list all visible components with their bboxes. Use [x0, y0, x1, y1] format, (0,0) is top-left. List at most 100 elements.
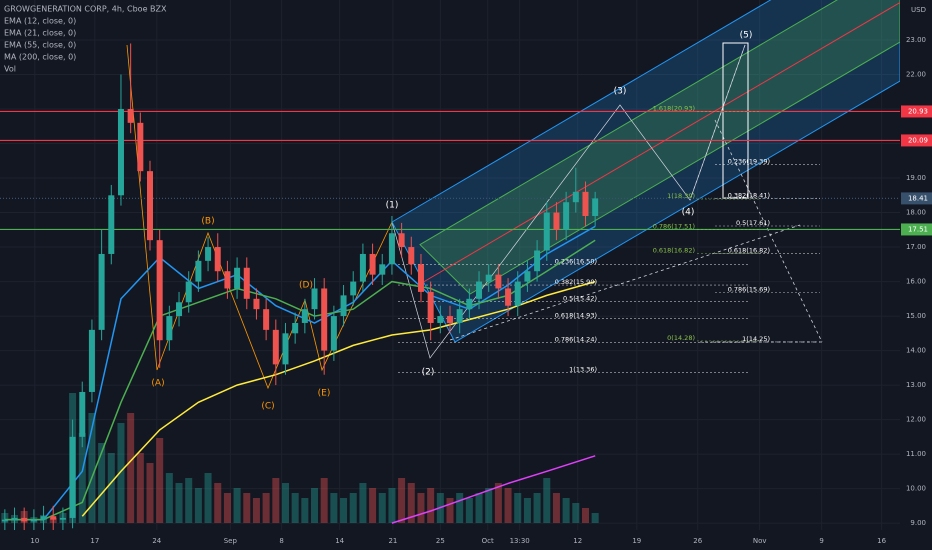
wave-label: (D) — [299, 281, 313, 291]
volume-bar — [552, 493, 560, 523]
candle-body — [79, 391, 86, 437]
y-tick-label: 13.00 — [906, 381, 926, 389]
fib-label: 0.5(15.42) — [563, 295, 597, 303]
candle-body — [50, 516, 57, 520]
volume-bar — [107, 453, 115, 523]
volume-bar — [398, 478, 406, 523]
wave-label: (3) — [614, 87, 627, 97]
x-tick-label: 14 — [335, 537, 344, 545]
candle-body — [534, 250, 541, 272]
wave-label: (2) — [422, 368, 435, 378]
candle-body — [127, 109, 134, 123]
candle-body — [437, 316, 444, 323]
candle-body — [108, 195, 115, 254]
candle-body — [476, 281, 483, 299]
volume-bar — [475, 493, 483, 523]
volume-bar — [204, 473, 212, 523]
wave-label: (1) — [386, 201, 399, 211]
y-tick-label: 14.00 — [906, 347, 926, 355]
fib-label: 0.786(14.24) — [555, 335, 597, 343]
volume-bar — [514, 493, 522, 523]
y-tick-label: 15.00 — [906, 312, 926, 320]
volume-bar — [185, 478, 193, 523]
candle-body — [21, 517, 28, 522]
volume-bar — [146, 463, 154, 523]
wave-label: (C) — [261, 402, 274, 412]
volume-bar — [417, 493, 425, 523]
volume-bar — [485, 488, 493, 523]
price-tag-label: 18.41 — [908, 194, 928, 202]
volume-bar — [243, 493, 251, 523]
fib-label: 0.786(17.51) — [653, 222, 695, 230]
price-tag — [901, 105, 932, 118]
y-tick-label: 9.00 — [910, 519, 926, 527]
y-tick-label: 23.00 — [906, 36, 926, 44]
candle-body — [524, 271, 531, 282]
fib-label: 0(14.28) — [667, 334, 695, 342]
volume-bar — [223, 493, 231, 523]
candle-body — [176, 302, 183, 317]
volume-bar — [281, 483, 289, 523]
projection-line — [449, 224, 801, 341]
drawings — [126, 0, 900, 390]
fib-label: 0.618(16.82) — [728, 246, 770, 254]
candle-body — [243, 267, 250, 299]
volume-bar — [369, 488, 377, 523]
candle-body — [156, 240, 163, 341]
ma-line — [4, 239, 596, 521]
volume-bar — [581, 508, 589, 523]
candle-body — [40, 516, 47, 520]
candle-body — [1, 519, 8, 522]
chart-title: GROWGENERATION CORP, 4h, Cboe BZX — [4, 5, 167, 14]
price-tag-label: 20.93 — [908, 107, 928, 115]
candle-body — [388, 233, 395, 265]
currency: USD — [911, 6, 926, 14]
volume-bar — [88, 413, 96, 523]
y-tick-label: 22.00 — [906, 71, 926, 79]
volume-bar — [349, 493, 357, 523]
x-tick-label: 13:30 — [510, 537, 530, 545]
candle-body — [592, 198, 599, 217]
x-tick-label: 21 — [388, 537, 397, 545]
volume-bar — [98, 443, 106, 523]
volume-bar — [388, 488, 396, 523]
volume-bar — [291, 493, 299, 523]
candle-body — [369, 253, 376, 275]
candle-body — [340, 295, 347, 317]
volume-bar — [262, 493, 270, 523]
volume-bar — [78, 433, 86, 523]
candle-body — [11, 517, 18, 520]
projection-line — [714, 119, 823, 343]
volume-bar — [165, 473, 173, 523]
candle-body — [495, 274, 502, 289]
volume-bar — [214, 483, 222, 523]
ma-line — [391, 455, 596, 524]
x-tick-label: Oct — [482, 537, 494, 545]
volume-bar — [156, 438, 164, 523]
volume-bar — [456, 493, 464, 523]
price-tag-label: 20.09 — [908, 136, 928, 144]
y-tick-label: 19.00 — [906, 174, 926, 182]
labels-layer: 0.236(16.50) 0.382(15.90) 0.5(15.42) 0.618(… — [151, 31, 770, 412]
wave-label: (B) — [201, 217, 214, 227]
price-tag-label: 17.51 — [908, 225, 928, 233]
x-tick-label: 19 — [632, 537, 641, 545]
y-tick-label: 16.00 — [906, 278, 926, 286]
fib-label: 0.618(16.82) — [653, 246, 695, 254]
price-tag — [901, 223, 932, 236]
legend-entry: EMA (55, close, 0) — [4, 41, 76, 50]
y-tick-label: 12.00 — [906, 416, 926, 424]
x-tick-label: 17 — [90, 537, 99, 545]
y-tick-label: 10.00 — [906, 485, 926, 493]
fib-label: 0.236(19.39) — [728, 158, 770, 166]
volume-bar — [359, 483, 367, 523]
fib-label: 0.382(15.90) — [555, 278, 597, 286]
candle-body — [563, 202, 570, 230]
wave-label: (A) — [151, 379, 164, 389]
price-tag — [901, 134, 932, 147]
wave-label: (4) — [682, 208, 695, 218]
volume-bar — [446, 498, 454, 523]
x-tick-label: 16 — [877, 537, 886, 545]
price-tag — [901, 192, 932, 205]
